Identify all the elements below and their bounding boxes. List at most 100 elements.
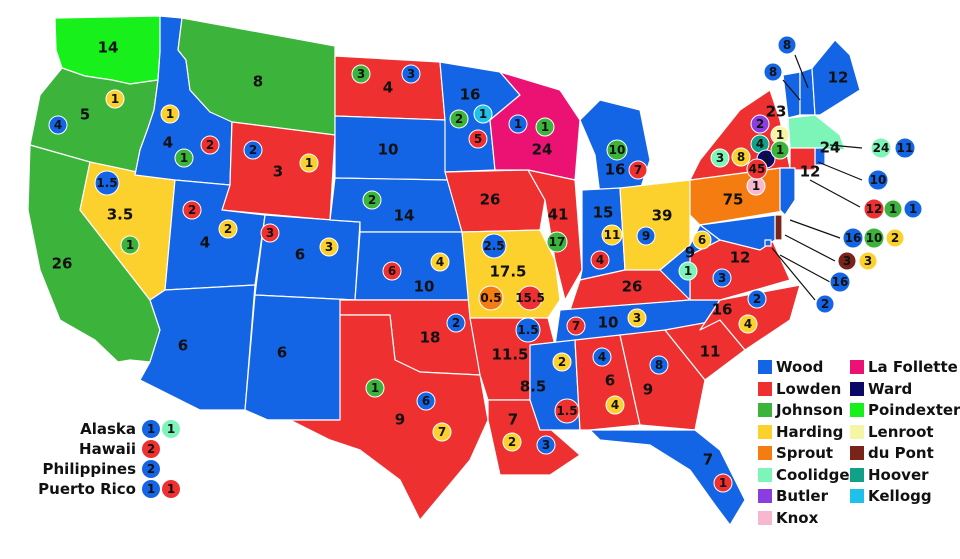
legend-item-butler: Butler [758,487,828,505]
legend-label: Hoover [868,465,929,484]
state-label-nv: 3.5 [107,206,134,224]
delegate-dot-value: 3 [325,240,333,254]
legend-item-harding: Harding [758,423,843,441]
delegate-dot-value: 1.5 [556,404,577,418]
delegate-dot-value: 8 [737,150,745,164]
delegate-dot: 5 [468,129,488,149]
delegate-dot-value: 3 [633,311,641,325]
delegate-dot: 7 [628,160,648,180]
legend-swatch [850,467,864,482]
delegate-dot-value: 8 [783,38,791,52]
legend-swatch [758,446,772,460]
delegate-dot-value: 2 [891,231,899,245]
state-label-wy: 3 [273,163,283,181]
state-label-ma: 24 [820,139,841,157]
territory-dot: 1 [162,480,180,498]
state-label-ny: 23 [766,103,787,121]
delegate-dot-value: 4 [611,398,619,412]
delegate-dot: 9 [636,226,656,246]
delegate-dot: 4 [48,115,68,135]
territory-dot: 1 [142,480,160,498]
delegate-dot-value: 2 [224,222,232,236]
delegate-dot-value: 2.5 [483,239,504,253]
legend-item-kellogg: Kellogg [850,487,932,505]
delegate-dot: 2 [750,114,770,134]
state-label-wi: 24 [532,141,553,159]
delegate-dot: 8 [649,355,669,375]
delegate-dot-value: 2 [508,435,516,449]
state-label-ms: 8.5 [520,378,547,396]
legend-item-hoover: Hoover [850,466,929,484]
delegate-dot-value: 3 [357,67,365,81]
legend-item-ward: Ward [850,380,912,398]
delegate-dot-value: 10 [870,173,887,187]
delegate-dot-value: 6 [698,233,706,247]
state-label-fl: 7 [703,451,713,469]
delegate-dot-value: 3 [266,226,274,240]
territories-panel: Alaska 1 1 Hawaii 2 Philippines 2 Puerto Rico 1 1 [20,420,180,510]
delegate-dot: 4 [592,347,612,367]
leader-line [829,144,863,149]
legend-item-poindexter: Poindexter [850,401,960,419]
legend-label: Kellogg [868,487,932,505]
legend-label: Harding [776,422,844,441]
state-label-nc: 16 [712,301,733,319]
delegate-dot: 1 [883,199,903,219]
legend: Wood Lowden Johnson Harding Sprout Coolidge Bu… [758,358,960,533]
delegate-dot: 1 [160,104,180,124]
delegate-dot-value: 4 [744,317,752,331]
delegate-dot-value: 1 [111,92,119,106]
delegate-dot-value: 1.5 [96,176,117,190]
delegate-dot: 6 [382,261,402,281]
delegate-dot: 3 [712,268,732,288]
legend-item-lowden: Lowden [758,380,841,398]
delegate-dot: 2.5 [481,233,507,259]
state-label-ks: 10 [414,278,435,296]
delegate-dot-value: 0.5 [480,291,501,305]
delegate-dot: 3 [627,308,647,328]
territory-puerto-rico: Puerto Rico 1 1 [38,480,180,498]
delegate-dot-value: 12 [866,202,883,216]
legend-item-johnson: Johnson [758,401,843,419]
delegate-dot: 4 [605,395,625,415]
delegate-dot-value: 7 [634,163,642,177]
delegate-dot: 2 [218,219,238,239]
delegate-dot: 1 [770,140,790,160]
legend-swatch [758,360,772,374]
legend-swatch [850,489,864,503]
legend-label: Johnson [776,401,844,419]
delegate-dot-value: 24 [873,141,890,155]
delegate-dot: 1 [508,114,528,134]
legend-item-knox: Knox [758,509,818,527]
legend-swatch [758,403,772,417]
delegate-dot-value: 1 [719,476,727,490]
territory-name: Puerto Rico [38,480,136,498]
delegate-dot: 2 [446,313,466,333]
leader-line [782,79,801,101]
delegate-dot: 3 [710,148,730,168]
delegate-dot: 1.5 [554,398,580,424]
delegate-dot: 8 [777,35,797,55]
delegate-dot: 4 [590,250,610,270]
delegate-dot: 7 [432,422,452,442]
delegate-dot-value: 3 [542,438,550,452]
legend-swatch [850,424,864,439]
delegate-dot-value: 3 [718,271,726,285]
state-ks [354,231,471,301]
leader-line [817,161,863,181]
delegate-dot: 12 [863,198,885,220]
delegate-dot-value: 1.5 [517,323,538,337]
legend-label: Coolidge [776,465,850,484]
legend-item-du-pont: du Pont [850,444,934,462]
delegate-dot: 2 [362,190,382,210]
delegate-dot: 11 [601,224,623,246]
leader-line [784,234,836,262]
state-label-ok: 18 [420,329,441,347]
delegate-dot-value: 1 [371,381,379,395]
delegate-dot-value: 4 [436,255,444,269]
delegate-dot-value: 1 [762,152,770,166]
state-label-id: 4 [163,134,173,152]
legend-item-la-follette: La Follette [850,358,958,376]
legend-label: du Pont [868,444,934,462]
territory-dot: 1 [142,420,160,438]
